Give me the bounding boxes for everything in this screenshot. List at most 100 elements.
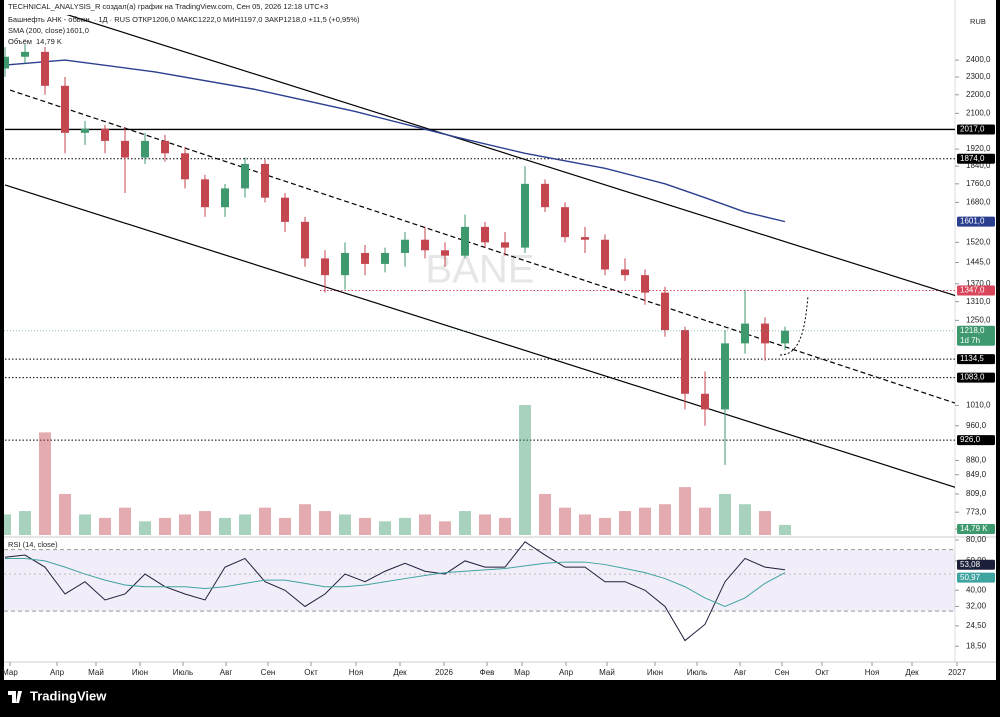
y-tick-label: 2300,0 xyxy=(966,72,991,81)
x-tick-label: Апр xyxy=(559,668,574,677)
x-tick-label: Май xyxy=(88,668,104,677)
volume-bar xyxy=(239,514,251,535)
last-price-bg xyxy=(957,325,995,346)
x-tick-label: Ноя xyxy=(349,668,364,677)
trendline xyxy=(66,15,955,297)
candle-body xyxy=(661,292,669,331)
volume-bar xyxy=(79,514,91,535)
x-tick-label: 2026 xyxy=(435,668,453,677)
volume-bar xyxy=(119,507,131,535)
x-tick-label: Сен xyxy=(775,668,790,677)
volume-bar xyxy=(579,514,591,535)
volume-bar xyxy=(779,524,791,535)
volume-bar xyxy=(699,507,711,535)
candle-body xyxy=(181,153,189,180)
volume-bar xyxy=(379,521,391,535)
volume-bar xyxy=(719,493,731,535)
candle-body xyxy=(461,226,469,256)
rsi-y-tick-label: 18,50 xyxy=(966,641,987,650)
x-tick-label: Дек xyxy=(905,668,919,677)
volume-bar xyxy=(619,511,631,535)
volume-bar xyxy=(759,511,771,535)
volume-bar xyxy=(259,507,271,535)
sma-label: 1601,0 xyxy=(960,217,985,226)
sma-line xyxy=(4,59,786,223)
candle-body xyxy=(541,183,549,208)
rsi-last-label: 53,08 xyxy=(960,560,981,569)
hline-label: 1134,5 xyxy=(960,354,984,363)
x-tick-label: Апр xyxy=(50,668,65,677)
volume-bar xyxy=(159,517,171,535)
y-tick-label: 1010,0 xyxy=(966,401,991,410)
x-tick-label: Май xyxy=(599,668,615,677)
x-tick-label: Дек xyxy=(393,668,407,677)
candle-body xyxy=(641,275,649,293)
y-tick-label: 1370,0 xyxy=(966,279,991,288)
candle-body xyxy=(221,188,229,208)
candle-body xyxy=(361,252,369,264)
candle-body xyxy=(4,56,9,69)
x-tick-label: Авг xyxy=(734,668,747,677)
candle-body xyxy=(761,323,769,344)
y-tick-label: 2200,0 xyxy=(966,90,991,99)
candle-body xyxy=(501,242,509,248)
volume-bar xyxy=(459,511,471,535)
candle-body xyxy=(141,140,149,158)
volume-bar xyxy=(679,487,691,535)
volume-bar xyxy=(659,504,671,535)
volume-bar xyxy=(39,432,51,535)
y-tick-label: 773,0 xyxy=(966,507,987,516)
y-tick-label: 2100,0 xyxy=(966,108,991,117)
volume-bar xyxy=(279,517,291,535)
candle-body xyxy=(621,269,629,276)
hline-label-bg xyxy=(957,435,995,446)
volume-bar xyxy=(399,517,411,535)
y-tick-label: 1310,0 xyxy=(966,297,991,306)
y-tick-label: 2400,0 xyxy=(966,55,991,64)
trendline xyxy=(4,184,955,488)
candle-body xyxy=(121,140,129,158)
candle-body xyxy=(601,239,609,270)
sma-label-bg xyxy=(957,216,995,227)
legend-sma: SMA (200, close) xyxy=(8,26,66,35)
hline-label-bg xyxy=(957,153,995,164)
candle-body xyxy=(481,226,489,243)
y-tick-label: 1680,0 xyxy=(966,198,991,207)
x-tick-label: Сен xyxy=(261,668,276,677)
x-tick-label: Окт xyxy=(815,668,829,677)
x-tick-label: Ноя xyxy=(865,668,880,677)
volume-bar xyxy=(299,504,311,535)
y-tick-label: 880,0 xyxy=(966,456,987,465)
candle-body xyxy=(281,197,289,222)
rsi-last-label-bg xyxy=(957,559,995,570)
candle-body xyxy=(441,250,449,256)
volume-bar xyxy=(199,511,211,535)
x-tick-label: Мар xyxy=(2,668,18,677)
hline-label: 1874,0 xyxy=(960,154,985,163)
x-tick-label: Июн xyxy=(132,668,148,677)
volume-bar xyxy=(419,514,431,535)
candle-body xyxy=(21,51,29,57)
rsi-line xyxy=(5,557,786,608)
y-tick-label: 1840,0 xyxy=(966,161,991,170)
rsi-title: RSI (14, close) xyxy=(8,540,58,549)
candle-body xyxy=(41,51,49,86)
volume-bar xyxy=(559,507,571,535)
candle-body xyxy=(401,239,409,253)
x-tick-label: Мар xyxy=(514,668,530,677)
hline-label-bg xyxy=(957,124,995,135)
candle-body xyxy=(81,128,89,133)
candle-body xyxy=(241,163,249,189)
rsi-band xyxy=(4,549,955,612)
x-tick-label: 2027 xyxy=(948,668,966,677)
candle-body xyxy=(721,343,729,410)
x-tick-label: Июн xyxy=(647,668,663,677)
candle-body xyxy=(681,330,689,394)
x-tick-label: Фев xyxy=(480,668,495,677)
last-price-label: 1218,0 xyxy=(960,326,985,335)
candle-body xyxy=(781,330,789,344)
y-tick-label: 1445,0 xyxy=(966,258,991,267)
volume-bar xyxy=(739,504,751,535)
candle-body xyxy=(341,252,349,276)
x-tick-label: Июль xyxy=(687,668,707,677)
